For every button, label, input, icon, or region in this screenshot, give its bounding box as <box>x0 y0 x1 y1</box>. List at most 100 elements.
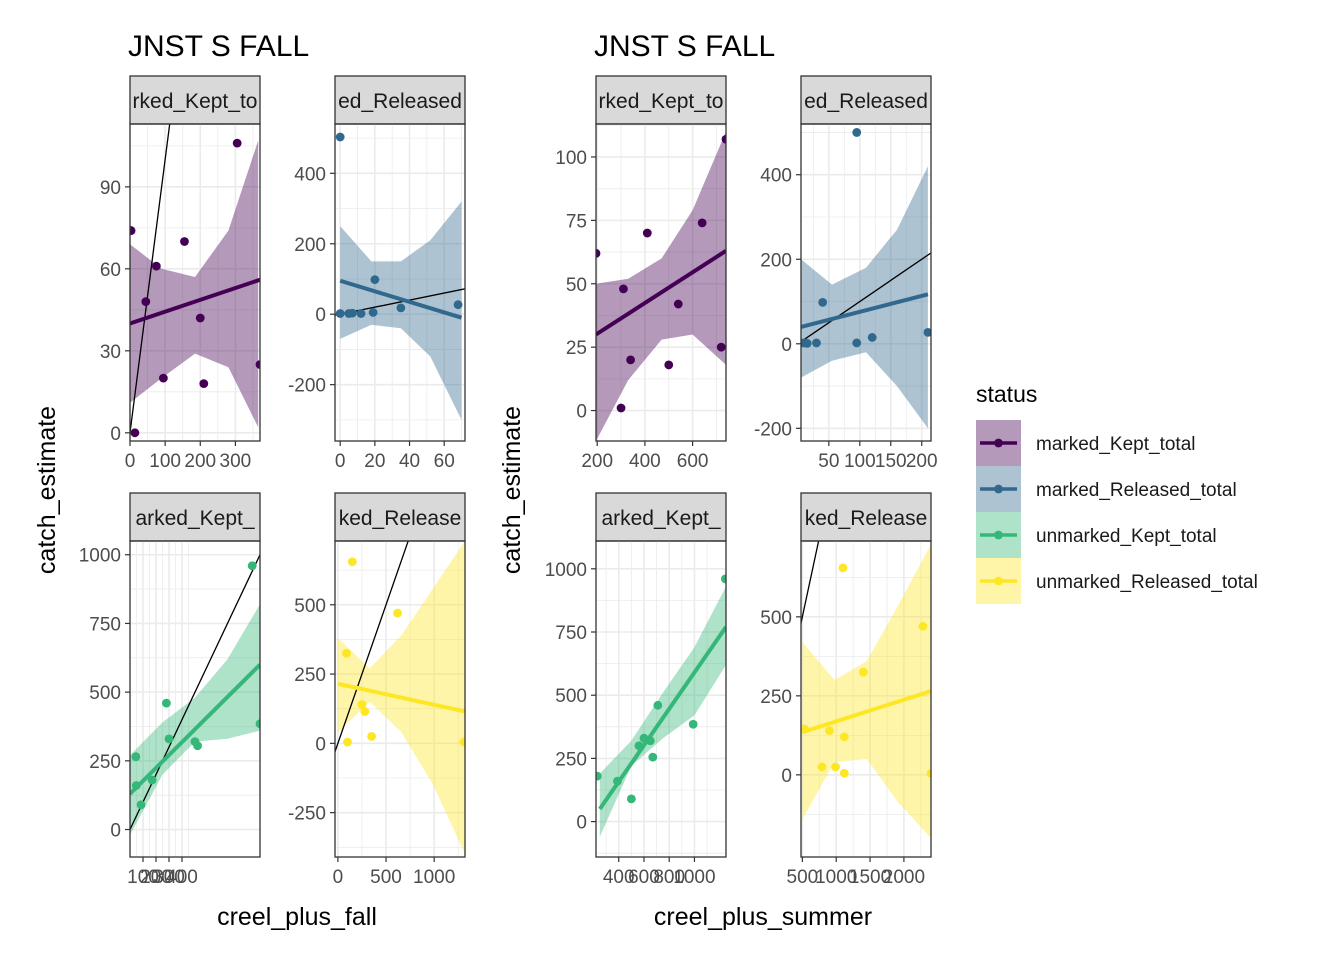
legend-item-unmarked_Kept_total: unmarked_Kept_total <box>976 512 1217 558</box>
data-point <box>839 732 849 742</box>
x-tick-label: 20 <box>364 451 385 472</box>
panel-border <box>334 123 466 442</box>
x-tick-label: 1000 <box>413 867 455 888</box>
x-tick-label: 100 <box>127 867 159 888</box>
x-axis-label: creel_plus_summer <box>654 903 872 931</box>
data-point <box>136 800 146 810</box>
x-tick-label: 200 <box>906 451 938 472</box>
data-point <box>130 428 140 438</box>
panel-body <box>130 124 260 438</box>
data-point <box>858 667 868 677</box>
y-tick-label: 250 <box>89 752 121 773</box>
y-tick-label: 50 <box>566 275 587 296</box>
gridlines <box>596 124 726 441</box>
data-point <box>839 768 849 778</box>
data-point <box>357 700 367 709</box>
data-point <box>616 403 626 413</box>
y-tick-label: 250 <box>555 749 587 770</box>
facet-strip <box>129 75 261 125</box>
data-point <box>131 752 141 762</box>
trend-line <box>801 689 931 735</box>
data-point <box>158 373 168 383</box>
panel-border <box>129 540 261 858</box>
x-tick-label: 600 <box>677 451 709 472</box>
identity-line <box>801 252 931 343</box>
facet-panel-marked_Kept_total: rked_Kept_to 200 400 600 0 25 50 75 100 <box>555 75 727 472</box>
legend-item-marked_Released_total: marked_Released_total <box>976 466 1237 512</box>
panel-border <box>334 540 466 858</box>
confidence-band <box>596 131 726 441</box>
data-point <box>453 300 463 310</box>
data-point <box>368 308 378 317</box>
data-point <box>367 732 376 741</box>
y-tick-label: 400 <box>760 166 792 187</box>
trend-line <box>130 277 260 326</box>
data-point <box>151 261 161 271</box>
facet-strip-label: rked_Kept_to <box>133 90 258 113</box>
panel-body <box>801 128 931 429</box>
x-tick-label: 300 <box>153 867 185 888</box>
data-point <box>817 762 827 772</box>
legend: status marked_Kept_total marked_Released_… <box>976 381 1258 604</box>
x-tick-label: 100 <box>844 451 876 472</box>
legend-label: unmarked_Kept_total <box>1036 526 1217 547</box>
data-point <box>697 218 707 228</box>
panel-border <box>800 123 932 442</box>
legend-label: marked_Kept_total <box>1036 434 1196 455</box>
data-point <box>831 762 840 772</box>
data-point <box>634 741 644 751</box>
facet-strip-label: ed_Released <box>338 90 462 113</box>
x-tick-label: 0 <box>333 867 344 888</box>
panel-body <box>596 131 726 441</box>
y-tick-label: 400 <box>294 164 326 185</box>
data-point <box>131 781 141 790</box>
data-point <box>232 138 242 148</box>
legend-title: status <box>976 381 1037 407</box>
confidence-band <box>599 586 726 837</box>
y-tick-label: 0 <box>781 766 792 787</box>
panel-body <box>130 553 260 835</box>
y-tick-label: 250 <box>294 665 326 686</box>
data-point <box>801 724 809 734</box>
facet-strip-label: ed_Released <box>804 90 928 113</box>
data-point <box>926 768 931 778</box>
x-tick-label: 50 <box>818 451 839 472</box>
y-tick-label: 0 <box>110 821 121 842</box>
y-tick-label: 1000 <box>545 560 587 581</box>
data-point <box>923 327 931 337</box>
y-tick-label: 500 <box>760 608 792 629</box>
legend-item-marked_Kept_total: marked_Kept_total <box>976 420 1196 466</box>
data-point <box>825 726 834 735</box>
data-point <box>195 313 205 323</box>
data-point <box>180 237 189 246</box>
chart-2: JNST S FALL catch_estimate creel_plus_summ… <box>498 30 938 931</box>
data-point <box>721 134 726 144</box>
legend-label: unmarked_Released_total <box>1036 572 1258 593</box>
data-point <box>596 771 602 781</box>
data-point <box>688 719 698 729</box>
x-tick-label: 400 <box>629 451 661 472</box>
x-tick-label: 2000 <box>883 867 925 888</box>
data-point <box>347 557 357 567</box>
trend-line <box>596 249 726 337</box>
legend-label: marked_Released_total <box>1036 480 1237 501</box>
legend-key-point <box>994 576 1003 586</box>
x-tick-label: 400 <box>166 867 198 888</box>
y-tick-label: 60 <box>100 260 121 281</box>
x-tick-label: 0 <box>335 451 346 472</box>
data-point <box>720 574 726 584</box>
identity-line <box>130 124 171 438</box>
x-tick-label: 1000 <box>815 867 857 888</box>
data-point <box>247 561 257 571</box>
data-point <box>648 752 658 762</box>
y-tick-label: -200 <box>754 419 792 440</box>
gridlines <box>596 541 726 857</box>
data-point <box>802 338 812 348</box>
data-point <box>626 355 635 365</box>
data-point <box>164 734 174 744</box>
data-point <box>343 737 352 747</box>
